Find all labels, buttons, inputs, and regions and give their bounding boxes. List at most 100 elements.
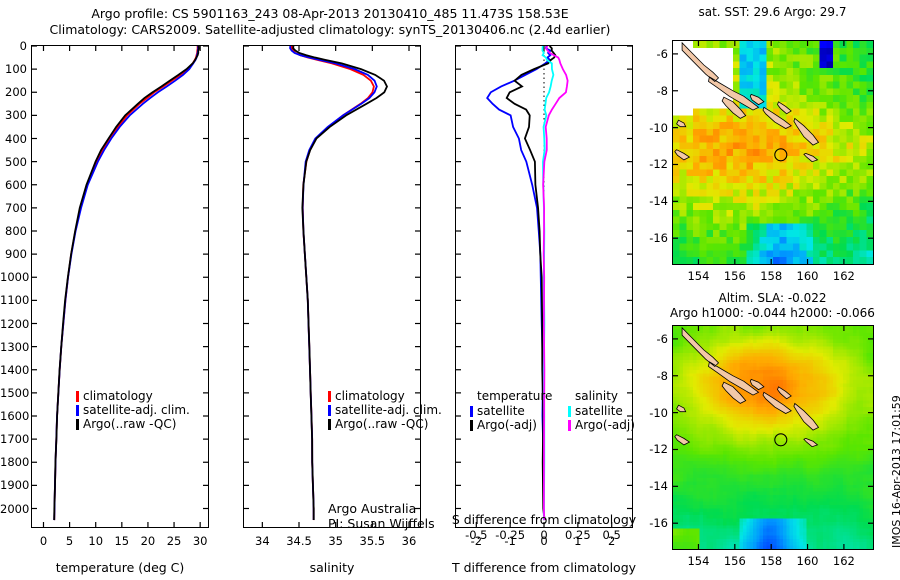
sst-latitude-tick-label: -10 — [649, 120, 668, 135]
sla-longitude-tick-label: 162 — [832, 554, 855, 568]
depth-tick-label: 300 — [5, 108, 27, 123]
sla-longitude-tick-label: 160 — [796, 554, 819, 568]
legend-color-swatch — [470, 405, 473, 417]
page-title-line1: Argo profile: CS 5901163_243 08-Apr-2013… — [91, 6, 569, 21]
t-difference-tick-label: -1 — [504, 534, 516, 548]
s-difference-tick-label: -0.25 — [495, 528, 526, 542]
depth-tick-label: 1200 — [0, 316, 30, 331]
salinity-tick-label: 36 — [401, 534, 417, 548]
salinity-legend-item: Argo(..raw -QC) — [328, 417, 442, 431]
legend-label: satellite-adj. clim. — [83, 403, 190, 417]
sla-longitude-tick-label: 156 — [723, 554, 746, 568]
page-title-line2: Climatology: CARS2009. Satellite-adjuste… — [49, 22, 611, 37]
legend-label: Argo(..raw -QC) — [335, 417, 429, 431]
depth-tick-label: 900 — [5, 247, 27, 262]
depth-tick-label: 500 — [5, 154, 27, 169]
temperature-profile-panel — [31, 45, 209, 528]
sst-longitude-tick-label: 156 — [723, 269, 746, 283]
depth-tick-label: 1400 — [0, 362, 30, 377]
sst-latitude-tick-label: -12 — [649, 157, 668, 172]
sla-longitude-tick-label: 158 — [760, 554, 783, 568]
legend-label: satellite-adj. clim. — [335, 403, 442, 417]
sla-map-title-line1: Altim. SLA: -0.022 — [718, 291, 827, 305]
salinity-tick-label: 34.5 — [286, 534, 312, 548]
sst-latitude-tick-label: -6 — [656, 46, 668, 61]
t-difference-tick-label: 2 — [608, 534, 616, 548]
temperature-tick-label: 5 — [65, 534, 74, 548]
sla-latitude-tick-label: -12 — [649, 442, 668, 457]
s-difference-tick-label: -0.5 — [465, 528, 488, 542]
difference-temperature-legend-item: satellite — [470, 404, 552, 418]
temperature-tick-label: 20 — [140, 534, 156, 548]
temperature-legend-item: climatology — [76, 389, 190, 403]
legend-label: satellite — [575, 404, 623, 418]
difference-salinity-legend-item: Argo(-adj) — [568, 418, 635, 432]
sla-map-panel — [672, 325, 874, 550]
annotation-line1: Argo Australia — [328, 501, 417, 516]
t-difference-axis-title: T difference from climatology — [451, 560, 637, 575]
sla-latitude-tick-label: -16 — [649, 516, 668, 531]
sst-longitude-tick-label: 154 — [687, 269, 710, 283]
depth-tick-label: 1300 — [0, 339, 30, 354]
salinity-tick-label: 34 — [255, 534, 270, 548]
sla-map-title-line2: Argo h1000: -0.044 h2000: -0.066 — [670, 306, 875, 320]
difference-legend-temperature: temperature satellite Argo(-adj) — [470, 390, 552, 432]
sla-latitude-tick-label: -10 — [649, 405, 668, 420]
difference-profile-panel — [455, 45, 633, 528]
depth-tick-label: 0 — [19, 39, 27, 53]
s-difference-tick-label: 0.25 — [565, 528, 591, 542]
temperature-tick-label: 15 — [114, 534, 130, 548]
temperature-tick-label: 25 — [166, 534, 182, 548]
depth-tick-label: 1900 — [0, 478, 30, 493]
legend-label: satellite — [477, 404, 525, 418]
sst-map-panel — [672, 40, 874, 265]
depth-tick-label: 2000 — [0, 501, 30, 516]
t-difference-tick-label: 0 — [540, 534, 548, 548]
depth-tick-label: 1100 — [0, 293, 30, 308]
depth-tick-label: 1000 — [0, 270, 30, 285]
depth-tick-label: 700 — [5, 200, 27, 215]
sst-map-image — [673, 41, 873, 264]
sst-longitude-tick-label: 162 — [832, 269, 855, 283]
temperature-axis-title: temperature (deg C) — [55, 560, 185, 575]
temperature-profile-plot — [32, 46, 208, 527]
temperature-legend-item: Argo(..raw -QC) — [76, 417, 190, 431]
sst-map-title: sat. SST: 29.6 Argo: 29.7 — [698, 5, 847, 19]
legend-color-swatch — [470, 419, 473, 431]
salinity-legend-item: climatology — [328, 389, 442, 403]
legend-color-swatch — [328, 404, 331, 416]
salinity-tick-label: 35 — [328, 534, 343, 548]
sla-latitude-tick-label: -6 — [656, 331, 668, 346]
legend-label: Argo(..raw -QC) — [83, 417, 177, 431]
imos-timestamp: IMOS 16-Apr-2013 17:01:59 — [890, 395, 900, 548]
legend-color-swatch — [568, 405, 571, 417]
depth-tick-label: 800 — [5, 224, 27, 238]
difference-temperature-legend-header: temperature — [477, 389, 553, 403]
depth-tick-label: 1800 — [0, 455, 30, 470]
legend-color-swatch — [568, 419, 571, 431]
sst-longitude-tick-label: 158 — [760, 269, 783, 283]
depth-tick-label: 200 — [5, 85, 27, 100]
legend-color-swatch — [76, 404, 79, 416]
depth-tick-label: 1700 — [0, 432, 30, 447]
legend-label: Argo(-adj) — [575, 418, 635, 432]
depth-tick-label: 400 — [5, 131, 27, 146]
depth-tick-label: 100 — [5, 62, 27, 77]
sst-latitude-tick-label: -16 — [649, 231, 668, 246]
salinity-profile-panel — [243, 45, 421, 528]
legend-label: climatology — [335, 389, 405, 403]
legend-color-swatch — [328, 418, 331, 430]
t-difference-tick-label: -2 — [470, 534, 483, 548]
s-difference-axis-title: S difference from climatology — [451, 512, 637, 527]
t-difference-tick-label: 1 — [574, 534, 582, 548]
annotation-line2: PI: Susan Wijffels — [328, 516, 435, 531]
salinity-annotation: Argo Australia PI: Susan Wijffels — [328, 501, 435, 531]
difference-profile-plot — [456, 46, 632, 527]
depth-tick-label: 600 — [5, 177, 27, 192]
legend-color-swatch — [328, 390, 331, 402]
sla-map-image — [673, 326, 873, 549]
legend-label: climatology — [83, 389, 153, 403]
temperature-legend-item: satellite-adj. clim. — [76, 403, 190, 417]
difference-salinity-legend-item: satellite — [568, 404, 635, 418]
sst-latitude-tick-label: -8 — [656, 83, 668, 98]
